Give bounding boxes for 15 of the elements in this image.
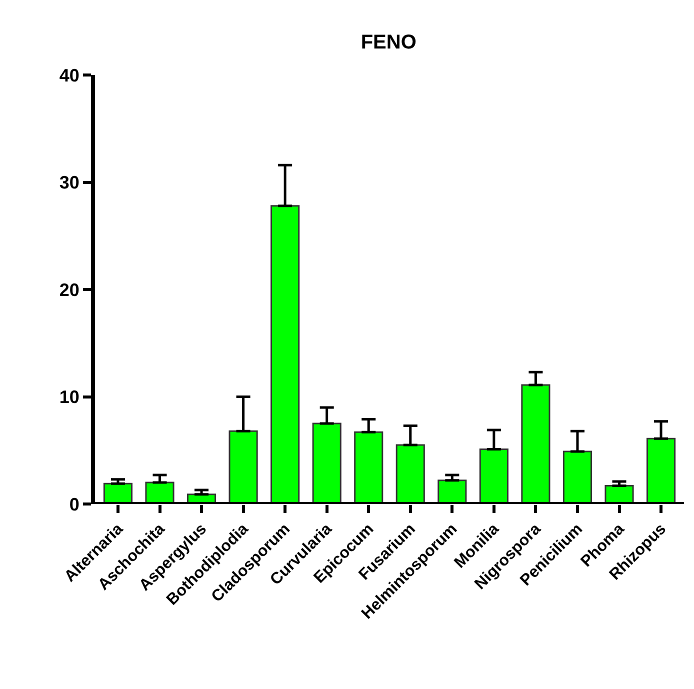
bar [312,422,342,504]
bar [354,431,384,504]
y-tick-label: 20 [59,280,80,300]
bar [562,450,592,504]
bar [228,430,258,504]
chart-title: FENO [360,31,416,54]
y-tick-label: 0 [69,494,80,514]
bar [396,444,425,504]
y-tick-label: 10 [59,387,80,408]
bar [521,384,550,504]
bar [646,438,676,504]
y-tick-label: 30 [59,172,80,193]
bar [270,205,300,504]
y-tick-label: 40 [59,65,80,86]
bar [479,448,508,504]
